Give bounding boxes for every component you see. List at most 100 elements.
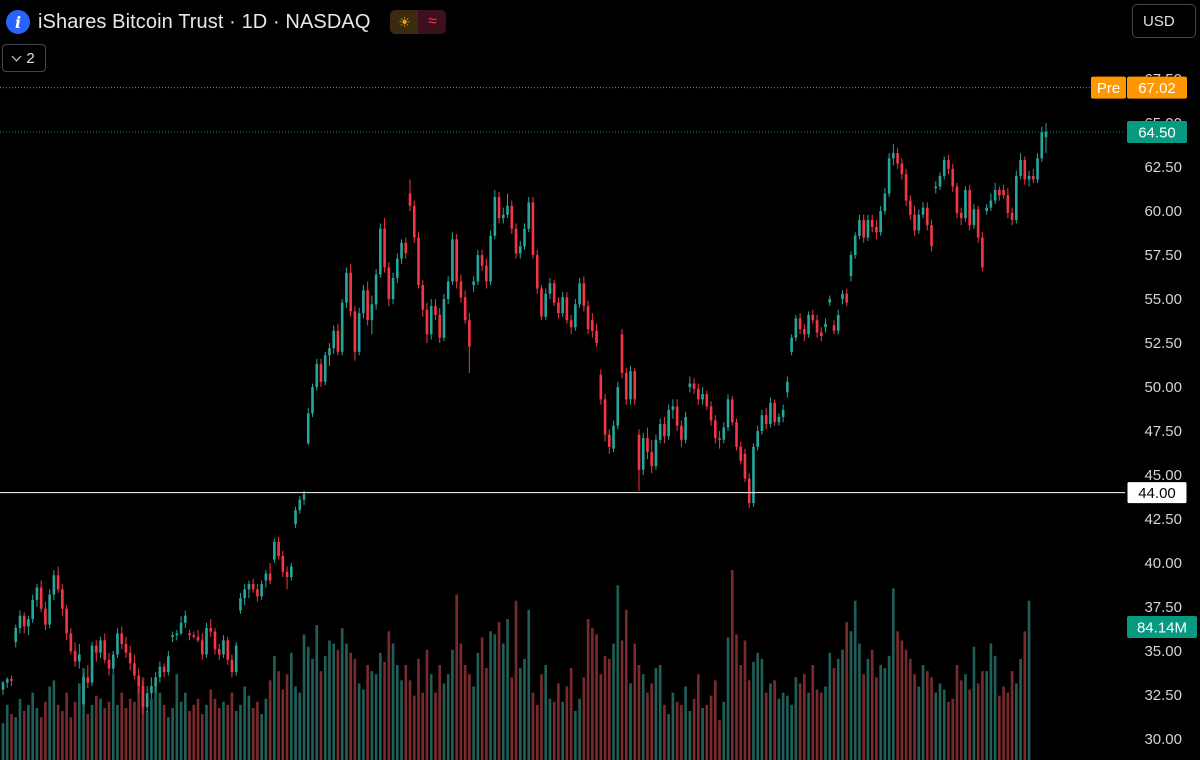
candle-body — [82, 677, 85, 704]
indicators-toggle-button[interactable]: 2 — [2, 44, 46, 72]
currency-selector[interactable]: USD — [1132, 4, 1196, 38]
volume-bar — [1015, 683, 1018, 760]
candle-body — [565, 297, 569, 321]
candle-body — [811, 314, 815, 321]
sun-icon[interactable]: ☀ — [390, 10, 419, 34]
candle-body — [1010, 212, 1014, 220]
candle-body — [747, 478, 751, 504]
volume-bar — [205, 704, 208, 760]
info-icon[interactable]: i — [6, 10, 30, 34]
candle-body — [527, 202, 531, 229]
volume-bar — [357, 683, 361, 760]
y-axis-tick-label: 60.00 — [1144, 203, 1182, 220]
candle-body — [468, 320, 471, 347]
candle-body — [1002, 190, 1005, 196]
volume-bar — [412, 695, 416, 760]
candle-body — [425, 309, 429, 335]
candle-body — [790, 337, 793, 352]
wave-icon[interactable]: ≈ — [418, 10, 447, 34]
volume-bar — [917, 686, 921, 760]
candle-body — [230, 659, 234, 673]
candle-body — [44, 608, 47, 625]
volume-bar — [184, 692, 187, 760]
y-axis-tick-label: 42.50 — [1144, 511, 1182, 528]
volume-bars — [1, 570, 1031, 760]
volume-bar — [340, 628, 344, 760]
volume-bar — [1, 723, 5, 760]
candle-body — [964, 190, 967, 219]
volume-bar — [476, 652, 480, 760]
volume-bar — [930, 677, 933, 760]
candle-body — [849, 255, 853, 277]
volume-bar — [353, 658, 357, 760]
candle-body — [913, 214, 916, 231]
volume-bar — [268, 680, 272, 760]
candle-body — [345, 272, 348, 303]
volume-bar — [294, 686, 297, 760]
candle-body — [264, 573, 268, 581]
candle-body — [485, 265, 488, 282]
candle-body — [756, 431, 760, 447]
candle-body — [268, 573, 272, 581]
volume-bar — [273, 655, 276, 760]
volume-bar — [133, 701, 136, 760]
candle-body — [184, 615, 187, 623]
volume-bar — [688, 710, 692, 760]
candle-body — [930, 225, 933, 247]
volume-bar — [565, 686, 569, 760]
y-axis-tick-label: 32.50 — [1144, 687, 1182, 704]
candle-body — [31, 599, 34, 620]
volume-bar — [497, 622, 501, 760]
volume-bar — [442, 683, 446, 760]
volume-bar — [349, 652, 352, 760]
candle-body — [124, 643, 128, 653]
candle-body — [154, 677, 157, 687]
volume-bar — [230, 692, 234, 760]
volume-bar — [769, 683, 772, 760]
axis-price-labels: Pre 67.02 64.50 44.00 84.14M — [1091, 76, 1197, 638]
candle-body — [883, 193, 887, 212]
candle-body — [306, 413, 310, 444]
candle-body — [1019, 160, 1022, 176]
volume-bar — [981, 671, 984, 760]
volume-bar — [972, 646, 976, 760]
volume-bar — [234, 710, 238, 760]
candle-body — [200, 640, 204, 655]
candle-body — [315, 364, 319, 388]
session-badges[interactable]: ☀ ≈ — [390, 10, 447, 34]
volume-bar — [904, 649, 908, 760]
volume-bar — [1019, 658, 1022, 760]
candle-body — [404, 242, 408, 254]
volume-bar — [909, 658, 912, 760]
volume-bar — [94, 695, 98, 760]
price-axis[interactable]: 30.00 32.50 35.00 37.50 40.00 42.50 45.00 47.50… — [1144, 71, 1182, 748]
volume-bar — [790, 704, 793, 760]
candle-body — [942, 160, 946, 176]
symbol-title[interactable]: iShares Bitcoin Trust · 1D · NASDAQ — [38, 10, 371, 33]
candle-body — [90, 645, 94, 683]
candle-body — [875, 226, 878, 233]
candle-body — [150, 686, 153, 694]
volume-bar — [141, 677, 145, 760]
volume-bar — [841, 649, 844, 760]
y-axis-tick-label: 40.00 — [1144, 555, 1182, 572]
volume-bar — [451, 649, 454, 760]
candle-body — [387, 267, 391, 300]
candle-body — [998, 190, 1001, 196]
candle-body — [900, 163, 904, 175]
volume-bar — [807, 692, 810, 760]
y-axis-tick-label: 35.00 — [1144, 643, 1182, 660]
volume-bar — [574, 710, 577, 760]
candle-body — [311, 387, 314, 414]
candle-body — [383, 228, 386, 268]
volume-bar — [196, 698, 200, 760]
candle-body — [408, 193, 412, 206]
candle-body — [1006, 195, 1010, 213]
volume-bar — [1002, 686, 1005, 760]
volume-bar — [446, 674, 450, 760]
candle-body — [476, 255, 480, 282]
pre-market-price-label-text: 67.02 — [1138, 80, 1176, 97]
volume-bar — [162, 704, 166, 760]
volume-bar — [116, 704, 119, 760]
